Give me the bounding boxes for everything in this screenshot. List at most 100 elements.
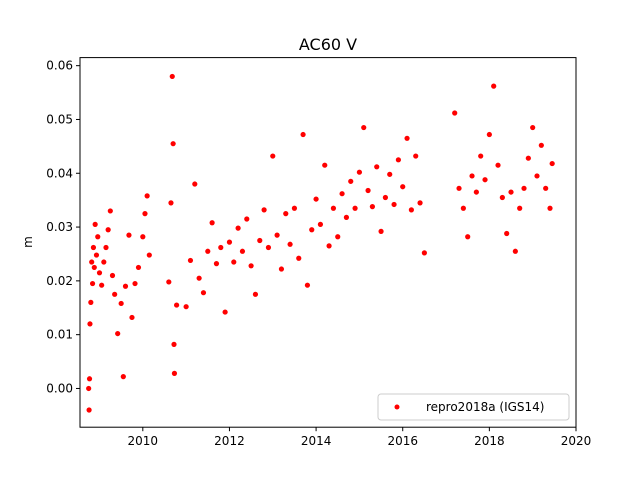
data-point	[473, 189, 479, 195]
data-point	[361, 124, 367, 131]
data-point	[244, 216, 250, 222]
data-point	[387, 171, 393, 177]
data-point	[118, 300, 124, 307]
x-tick-label: 2018	[474, 434, 505, 448]
data-point	[330, 205, 337, 211]
data-point	[90, 244, 97, 251]
data-point	[95, 234, 101, 240]
data-point	[335, 234, 341, 240]
data-point	[482, 177, 488, 183]
data-point	[132, 280, 138, 287]
data-point	[169, 73, 175, 80]
data-point	[218, 244, 224, 251]
data-point	[465, 234, 471, 240]
data-point	[404, 135, 410, 141]
data-point	[460, 205, 466, 211]
data-point	[166, 279, 172, 285]
data-point	[112, 291, 118, 297]
data-point	[187, 257, 194, 264]
data-point	[408, 207, 414, 213]
data-point	[270, 153, 276, 159]
data-point	[317, 221, 324, 227]
data-point	[174, 302, 180, 308]
data-point	[86, 385, 92, 392]
data-point	[170, 141, 176, 147]
y-axis: 0.00 0.01 0.02 0.03 0.04 0.05 0.06	[46, 59, 80, 395]
data-point	[374, 164, 380, 170]
data-point	[369, 204, 376, 210]
data-point	[107, 208, 113, 214]
data-point	[105, 227, 111, 233]
data-point	[322, 162, 328, 168]
data-point	[140, 234, 146, 240]
data-point	[300, 131, 306, 138]
data-point	[352, 205, 358, 211]
data-point	[469, 173, 475, 179]
data-point	[499, 194, 505, 201]
data-point	[343, 214, 350, 220]
data-point	[274, 232, 280, 238]
data-point	[209, 220, 215, 226]
data-point	[491, 83, 497, 89]
data-point	[356, 169, 363, 175]
data-point	[213, 261, 220, 267]
data-point	[395, 157, 401, 163]
data-point	[196, 275, 202, 281]
data-point	[391, 201, 397, 208]
x-tick-label: 2016	[387, 434, 418, 448]
data-point	[235, 225, 241, 231]
y-tick-label: 0.06	[46, 59, 73, 73]
data-point	[109, 272, 116, 279]
data-point	[257, 237, 263, 244]
data-point	[101, 259, 107, 265]
data-point	[192, 181, 198, 187]
data-point	[222, 309, 228, 315]
data-point	[89, 280, 96, 287]
data-point	[115, 330, 121, 337]
data-point	[517, 205, 523, 211]
data-point	[93, 252, 100, 258]
data-point	[146, 252, 152, 258]
data-point	[413, 153, 419, 159]
data-point	[252, 291, 259, 297]
data-point	[547, 205, 553, 211]
data-point	[86, 407, 92, 413]
data-point	[129, 314, 135, 321]
data-point	[382, 194, 388, 201]
data-point	[530, 124, 536, 131]
data-point	[92, 221, 98, 227]
data-point	[168, 200, 174, 206]
data-point	[400, 184, 406, 190]
data-point	[304, 282, 311, 288]
data-point	[120, 374, 126, 380]
data-point	[543, 185, 549, 191]
data-point	[478, 153, 484, 159]
data-point	[226, 239, 233, 245]
legend: repro2018a (IGS14)	[377, 393, 570, 421]
y-tick-label: 0.03	[46, 220, 73, 234]
data-point	[278, 266, 285, 272]
data-point	[142, 211, 148, 217]
data-point	[452, 110, 458, 116]
data-point	[126, 232, 132, 238]
x-tick-label: 2014	[301, 434, 332, 448]
y-tick-label: 0.05	[46, 112, 73, 126]
data-point	[283, 211, 289, 217]
data-point	[171, 370, 178, 377]
data-point	[287, 241, 293, 247]
data-point	[421, 250, 427, 256]
data-point	[326, 243, 332, 249]
chart-title: AC60 V	[299, 35, 357, 54]
data-point	[87, 321, 93, 327]
data-point	[486, 131, 492, 138]
data-point	[239, 248, 246, 254]
data-point	[495, 162, 501, 168]
data-point	[200, 290, 207, 296]
data-point	[508, 189, 514, 195]
y-tick-label: 0.00	[46, 381, 73, 395]
y-tick-label: 0.01	[46, 328, 73, 342]
data-point	[144, 193, 150, 199]
data-point	[365, 187, 371, 194]
